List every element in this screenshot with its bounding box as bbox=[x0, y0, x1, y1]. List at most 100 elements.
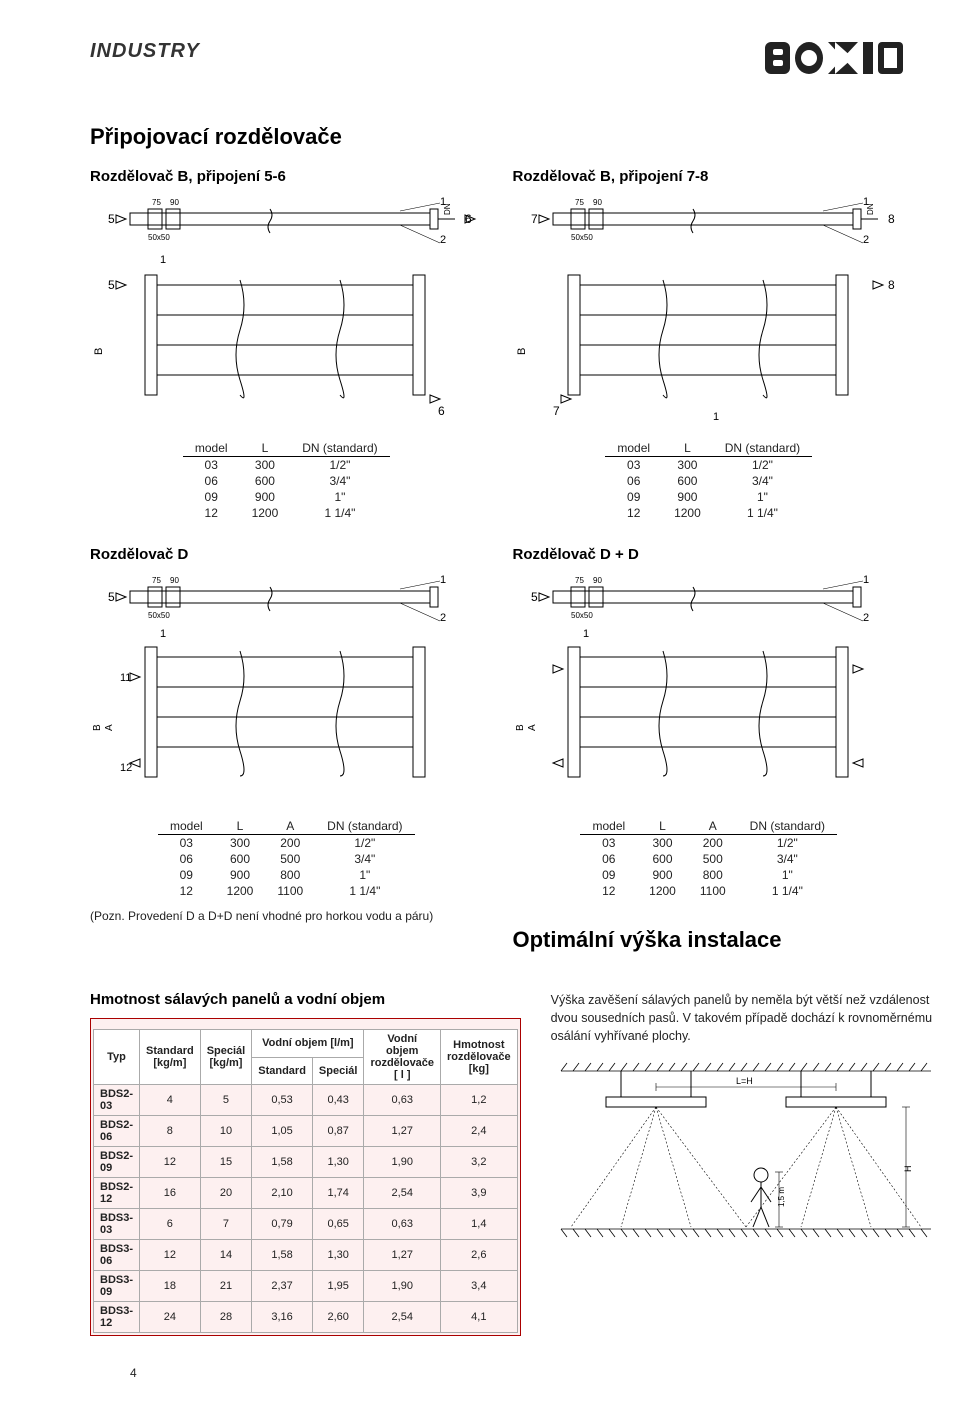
cell: 09 bbox=[580, 867, 637, 883]
cell: 3/4" bbox=[738, 851, 837, 867]
cell: 09 bbox=[183, 489, 240, 505]
cell: 3,16 bbox=[252, 1302, 313, 1333]
cell: 14 bbox=[200, 1240, 252, 1271]
label-2t: 2 bbox=[440, 234, 446, 246]
cell: 10 bbox=[200, 1116, 252, 1147]
cell: 2,6 bbox=[441, 1240, 518, 1271]
cell: 6 bbox=[140, 1209, 201, 1240]
cell: 1,74 bbox=[312, 1178, 364, 1209]
cell: 7 bbox=[200, 1209, 252, 1240]
cell: 300 bbox=[637, 835, 688, 852]
cell: 2,10 bbox=[252, 1178, 313, 1209]
table-dd: model L A DN (standard) 033002001/2" 066… bbox=[580, 818, 837, 899]
th: DN (standard) bbox=[315, 818, 414, 835]
label-5: 5 bbox=[531, 590, 538, 604]
dim-90: 90 bbox=[170, 198, 179, 207]
page-number: 4 bbox=[90, 1366, 905, 1380]
cell: 1" bbox=[315, 867, 414, 883]
rozb78-title: Rozdělovač B, připojení 7-8 bbox=[513, 168, 906, 185]
dim-75: 75 bbox=[152, 198, 161, 207]
th-volroz: Vodní objem rozdělovače [ l ] bbox=[364, 1030, 441, 1085]
cell: 3,4 bbox=[441, 1271, 518, 1302]
cell: 12 bbox=[183, 505, 240, 521]
cell: 06 bbox=[580, 851, 637, 867]
rozd-title: Rozdělovač D bbox=[90, 546, 483, 563]
diagram-dd: 5 75 90 50x50 1 2 1 bbox=[513, 573, 903, 803]
boki-logo bbox=[765, 40, 905, 84]
cell: 09 bbox=[605, 489, 662, 505]
cell: 300 bbox=[662, 457, 713, 474]
cell: 1,27 bbox=[364, 1240, 441, 1271]
optimal-title: Optimální výška instalace bbox=[513, 927, 906, 953]
cell: 900 bbox=[215, 867, 266, 883]
weights-table-wrapper: Typ Standard [kg/m] Speciál [kg/m] Vodní… bbox=[90, 1018, 521, 1336]
cell: 2,54 bbox=[364, 1302, 441, 1333]
th: model bbox=[158, 818, 215, 835]
cell: 600 bbox=[240, 473, 291, 489]
cell: 1 1/4" bbox=[738, 883, 837, 899]
cell: 28 bbox=[200, 1302, 252, 1333]
note-d: (Pozn. Provedení D a D+D není vhodné pro… bbox=[90, 909, 483, 923]
label-1: 1 bbox=[863, 574, 869, 586]
cell: 900 bbox=[637, 867, 688, 883]
cell: 1/2" bbox=[315, 835, 414, 852]
th-volgroup: Vodní objem [l/m] bbox=[252, 1030, 364, 1058]
weights-table: Typ Standard [kg/m] Speciál [kg/m] Vodní… bbox=[93, 1029, 518, 1333]
cell: 12 bbox=[605, 505, 662, 521]
cell: 24 bbox=[140, 1302, 201, 1333]
cell: 900 bbox=[662, 489, 713, 505]
cell: 12 bbox=[580, 883, 637, 899]
cell: 1,30 bbox=[312, 1147, 364, 1178]
optimal-text: Výška zavěšení sálavých panelů by neměla… bbox=[551, 991, 941, 1045]
label-7: 7 bbox=[531, 212, 538, 226]
cell: 300 bbox=[240, 457, 291, 474]
cell: 1/2" bbox=[738, 835, 837, 852]
cell: BDS3-03 bbox=[94, 1209, 140, 1240]
label-1: 1 bbox=[440, 574, 446, 586]
th: DN (standard) bbox=[713, 440, 812, 457]
cell: 600 bbox=[637, 851, 688, 867]
weights-title: Hmotnost sálavých panelů a vodní objem bbox=[90, 991, 521, 1008]
installation-diagram: L=H bbox=[551, 1057, 941, 1247]
th-std: Standard [kg/m] bbox=[140, 1030, 201, 1085]
cell: 06 bbox=[183, 473, 240, 489]
cell: 200 bbox=[265, 835, 315, 852]
dim-90: 90 bbox=[170, 576, 179, 585]
label-dn: DN bbox=[866, 203, 875, 215]
cell: 06 bbox=[605, 473, 662, 489]
cell: 15 bbox=[200, 1147, 252, 1178]
cell: 500 bbox=[265, 851, 315, 867]
page-header: INDUSTRY bbox=[90, 40, 905, 84]
dim-50x50: 50x50 bbox=[148, 611, 170, 620]
cell: 1,90 bbox=[364, 1271, 441, 1302]
label-5: 5 bbox=[108, 590, 115, 604]
label-7b: 7 bbox=[553, 404, 560, 418]
label-b: B bbox=[93, 348, 105, 355]
cell: 1 1/4" bbox=[290, 505, 389, 521]
th-volspec: Speciál bbox=[312, 1057, 364, 1085]
label-a: A bbox=[104, 724, 115, 731]
cell: 8 bbox=[140, 1116, 201, 1147]
cell: 2,37 bbox=[252, 1271, 313, 1302]
label-1p: 1 bbox=[160, 628, 166, 640]
cell: 0,63 bbox=[364, 1209, 441, 1240]
cell: BDS3-06 bbox=[94, 1240, 140, 1271]
cell: 2,4 bbox=[441, 1116, 518, 1147]
cell: 500 bbox=[688, 851, 738, 867]
th: L bbox=[215, 818, 266, 835]
cell: 1,58 bbox=[252, 1240, 313, 1271]
cell: 09 bbox=[158, 867, 215, 883]
cell: 1,2 bbox=[441, 1085, 518, 1116]
th: A bbox=[688, 818, 738, 835]
cell: 3/4" bbox=[290, 473, 389, 489]
cell: 600 bbox=[215, 851, 266, 867]
cell: 1100 bbox=[265, 883, 315, 899]
cell: 03 bbox=[158, 835, 215, 852]
diagram-b78: 7 75 90 50x50 1 2 DN 8 bbox=[513, 195, 903, 425]
label-2: 2 bbox=[440, 612, 446, 624]
cell: 3,2 bbox=[441, 1147, 518, 1178]
cell: 1200 bbox=[240, 505, 291, 521]
label-2: 2 bbox=[863, 612, 869, 624]
cell: 1" bbox=[713, 489, 812, 505]
cell: 0,63 bbox=[364, 1085, 441, 1116]
